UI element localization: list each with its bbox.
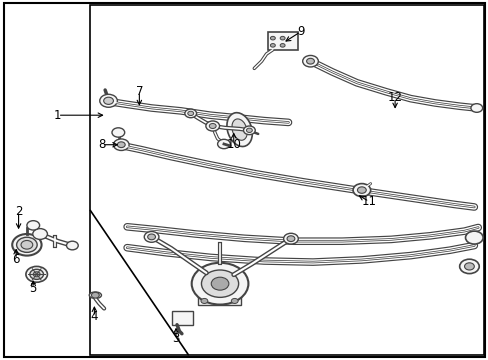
Circle shape — [464, 263, 473, 270]
Text: 12: 12 — [387, 91, 402, 104]
Circle shape — [211, 277, 228, 290]
Text: 11: 11 — [361, 195, 376, 208]
FancyBboxPatch shape — [172, 311, 192, 325]
Circle shape — [246, 128, 252, 132]
Circle shape — [33, 229, 47, 239]
Circle shape — [26, 266, 47, 282]
Text: 10: 10 — [226, 138, 241, 150]
Circle shape — [33, 272, 40, 277]
Ellipse shape — [231, 119, 247, 140]
Circle shape — [470, 104, 482, 112]
Text: 6: 6 — [12, 253, 20, 266]
Circle shape — [30, 269, 43, 279]
Circle shape — [21, 240, 33, 249]
Circle shape — [243, 126, 255, 135]
Text: 9: 9 — [296, 25, 304, 38]
Circle shape — [465, 231, 482, 244]
Circle shape — [144, 231, 159, 242]
Ellipse shape — [226, 113, 252, 147]
Circle shape — [302, 55, 318, 67]
Circle shape — [270, 44, 275, 47]
Circle shape — [112, 128, 124, 137]
Circle shape — [17, 237, 37, 252]
Circle shape — [280, 44, 285, 47]
Text: 1: 1 — [54, 109, 61, 122]
Circle shape — [12, 234, 41, 256]
Circle shape — [205, 121, 219, 131]
Text: 3: 3 — [172, 332, 180, 345]
Circle shape — [103, 97, 113, 104]
Circle shape — [280, 36, 285, 40]
Circle shape — [113, 139, 129, 150]
Circle shape — [217, 139, 230, 149]
Circle shape — [91, 292, 99, 298]
Circle shape — [100, 94, 117, 107]
Circle shape — [187, 111, 193, 116]
Text: 4: 4 — [90, 310, 98, 323]
Text: 7: 7 — [135, 85, 143, 98]
FancyBboxPatch shape — [267, 32, 298, 50]
Circle shape — [147, 234, 155, 240]
Text: 8: 8 — [98, 138, 105, 151]
Circle shape — [191, 263, 248, 305]
Circle shape — [201, 298, 207, 303]
Circle shape — [283, 233, 298, 244]
Circle shape — [286, 236, 294, 242]
Circle shape — [352, 184, 370, 197]
Circle shape — [270, 36, 275, 40]
Circle shape — [306, 58, 314, 64]
Bar — [90, 5, 483, 355]
Circle shape — [27, 221, 40, 230]
Circle shape — [357, 187, 366, 193]
Circle shape — [184, 109, 196, 118]
Circle shape — [201, 270, 238, 297]
Text: 5: 5 — [29, 282, 37, 294]
Circle shape — [117, 142, 125, 148]
Circle shape — [459, 259, 478, 274]
Bar — [198, 292, 241, 305]
Circle shape — [231, 298, 238, 303]
Text: 2: 2 — [15, 205, 22, 218]
Circle shape — [66, 241, 78, 250]
Ellipse shape — [89, 292, 102, 298]
Circle shape — [209, 123, 216, 129]
